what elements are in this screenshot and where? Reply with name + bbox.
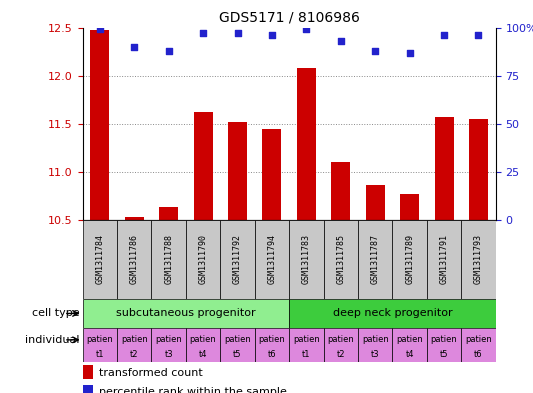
Text: t2: t2 bbox=[130, 350, 139, 359]
Text: GSM1311784: GSM1311784 bbox=[95, 234, 104, 285]
Bar bbox=[83, 385, 93, 393]
Text: patien: patien bbox=[224, 335, 251, 344]
Bar bbox=[151, 328, 186, 362]
Text: patien: patien bbox=[396, 335, 423, 344]
Text: patien: patien bbox=[155, 335, 182, 344]
Point bbox=[406, 50, 414, 56]
Text: GSM1311787: GSM1311787 bbox=[371, 234, 379, 285]
Point bbox=[268, 32, 276, 39]
Point bbox=[95, 26, 104, 33]
Text: patien: patien bbox=[259, 335, 285, 344]
Text: GSM1311788: GSM1311788 bbox=[164, 234, 173, 285]
Text: subcutaneous progenitor: subcutaneous progenitor bbox=[116, 309, 256, 318]
Text: deep neck progenitor: deep neck progenitor bbox=[333, 309, 452, 318]
Text: t1: t1 bbox=[302, 350, 311, 359]
Point bbox=[474, 32, 483, 39]
Text: GSM1311793: GSM1311793 bbox=[474, 234, 483, 285]
Bar bbox=[400, 194, 419, 220]
Text: t4: t4 bbox=[199, 350, 207, 359]
Bar bbox=[469, 119, 488, 220]
Point bbox=[164, 48, 173, 54]
Text: patien: patien bbox=[327, 335, 354, 344]
Bar bbox=[220, 220, 255, 299]
Bar bbox=[220, 328, 255, 362]
Text: GSM1311790: GSM1311790 bbox=[199, 234, 207, 285]
Bar bbox=[461, 328, 496, 362]
Text: GSM1311786: GSM1311786 bbox=[130, 234, 139, 285]
Point bbox=[302, 26, 311, 33]
Bar bbox=[366, 185, 385, 220]
Point bbox=[440, 32, 448, 39]
Text: t3: t3 bbox=[164, 350, 173, 359]
Bar bbox=[392, 328, 427, 362]
Text: t1: t1 bbox=[95, 350, 104, 359]
Bar bbox=[255, 220, 289, 299]
Bar bbox=[289, 220, 324, 299]
Bar bbox=[289, 328, 324, 362]
Bar bbox=[83, 299, 289, 328]
Text: GSM1311792: GSM1311792 bbox=[233, 234, 242, 285]
Point bbox=[371, 48, 379, 54]
Point bbox=[233, 30, 242, 37]
Text: transformed count: transformed count bbox=[99, 367, 203, 378]
Bar bbox=[151, 220, 186, 299]
Bar bbox=[159, 207, 178, 220]
Text: GSM1311789: GSM1311789 bbox=[405, 234, 414, 285]
Bar bbox=[117, 220, 151, 299]
Bar bbox=[289, 299, 496, 328]
Text: patien: patien bbox=[362, 335, 389, 344]
Bar bbox=[461, 220, 496, 299]
Text: t5: t5 bbox=[440, 350, 448, 359]
Text: individual: individual bbox=[26, 335, 80, 345]
Text: patien: patien bbox=[465, 335, 492, 344]
Bar bbox=[324, 328, 358, 362]
Bar bbox=[332, 162, 350, 220]
Text: percentile rank within the sample: percentile rank within the sample bbox=[99, 387, 287, 393]
Text: patien: patien bbox=[121, 335, 148, 344]
Bar bbox=[83, 220, 117, 299]
Bar bbox=[392, 220, 427, 299]
Bar bbox=[427, 220, 461, 299]
Text: t6: t6 bbox=[268, 350, 276, 359]
Text: t6: t6 bbox=[474, 350, 483, 359]
Bar bbox=[125, 217, 144, 220]
Text: GSM1311791: GSM1311791 bbox=[440, 234, 449, 285]
Bar bbox=[262, 129, 281, 220]
Bar bbox=[434, 117, 454, 220]
Text: t2: t2 bbox=[336, 350, 345, 359]
Bar bbox=[186, 328, 220, 362]
Bar bbox=[358, 328, 392, 362]
Text: t3: t3 bbox=[371, 350, 379, 359]
Bar bbox=[427, 328, 461, 362]
Bar bbox=[83, 365, 93, 379]
Point bbox=[199, 30, 207, 37]
Point bbox=[130, 44, 139, 50]
Text: cell type: cell type bbox=[33, 309, 80, 318]
Text: GSM1311794: GSM1311794 bbox=[268, 234, 277, 285]
Text: patien: patien bbox=[431, 335, 457, 344]
Bar bbox=[324, 220, 358, 299]
Bar bbox=[83, 328, 117, 362]
Text: t4: t4 bbox=[406, 350, 414, 359]
Text: patien: patien bbox=[293, 335, 320, 344]
Bar bbox=[193, 112, 213, 220]
Text: t5: t5 bbox=[233, 350, 242, 359]
Bar bbox=[186, 220, 220, 299]
Title: GDS5171 / 8106986: GDS5171 / 8106986 bbox=[219, 11, 360, 25]
Bar bbox=[117, 328, 151, 362]
Bar bbox=[228, 122, 247, 220]
Text: GSM1311785: GSM1311785 bbox=[336, 234, 345, 285]
Text: patien: patien bbox=[190, 335, 216, 344]
Text: GSM1311783: GSM1311783 bbox=[302, 234, 311, 285]
Text: patien: patien bbox=[86, 335, 113, 344]
Bar bbox=[255, 328, 289, 362]
Bar bbox=[358, 220, 392, 299]
Bar bbox=[297, 68, 316, 220]
Point bbox=[336, 38, 345, 44]
Bar bbox=[91, 30, 109, 220]
